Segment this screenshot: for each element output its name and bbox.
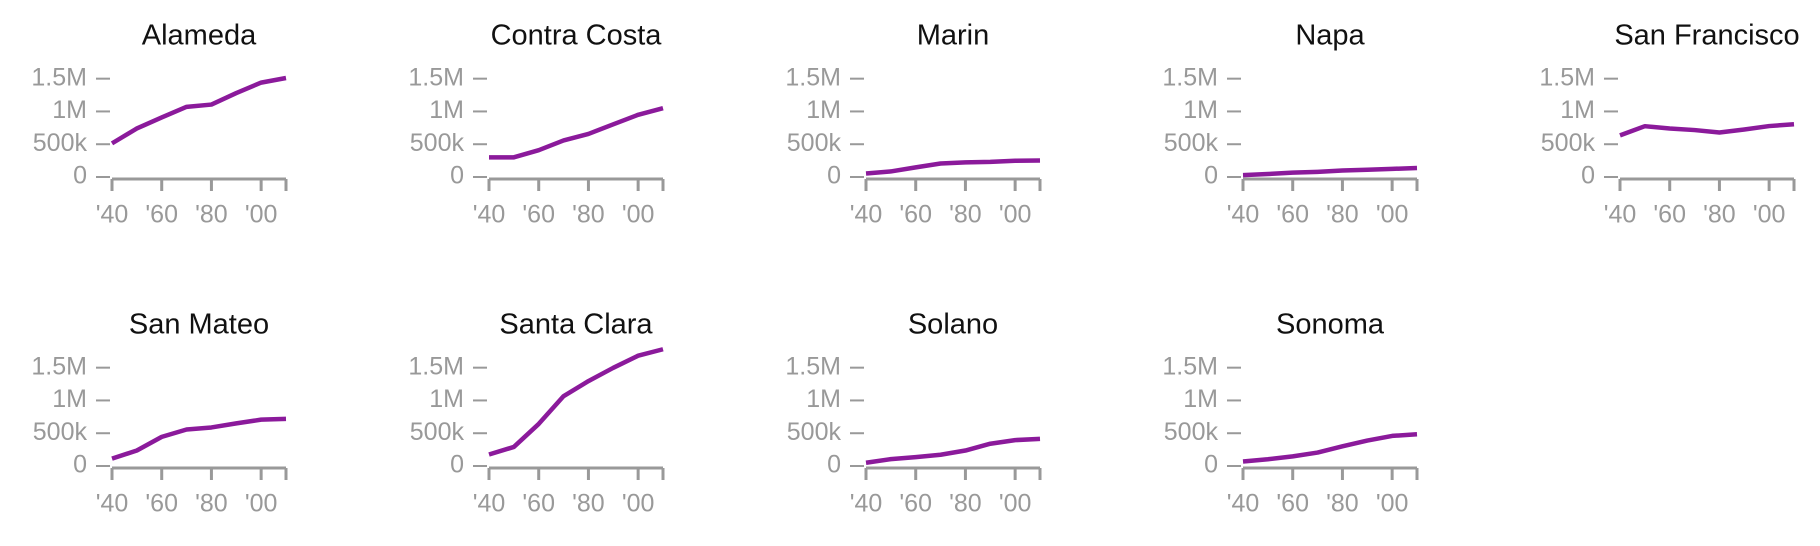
x-tick-label: '60 xyxy=(1276,490,1309,518)
x-tick-label: '60 xyxy=(145,490,178,518)
x-tick-label: '40 xyxy=(1604,201,1637,229)
data-line xyxy=(865,436,1041,466)
x-tick-label: '40 xyxy=(1227,490,1260,518)
x-tick-label: '80 xyxy=(572,201,605,229)
x-tick-label: '80 xyxy=(195,490,228,518)
x-tick-label: '00 xyxy=(245,490,278,518)
x-tick-label: '80 xyxy=(949,201,982,229)
x-tick-label: '60 xyxy=(1653,201,1686,229)
y-tick-label: 1.5M xyxy=(408,352,464,380)
x-tick-label: '40 xyxy=(473,490,506,518)
x-tick-label: '40 xyxy=(850,201,883,229)
chart-title: Contra Costa xyxy=(491,20,663,52)
x-tick-label: '40 xyxy=(96,201,129,229)
data-line xyxy=(1619,121,1795,138)
y-tick-label: 1M xyxy=(1183,96,1218,124)
y-tick-label: 0 xyxy=(1204,451,1218,479)
y-tick-label: 0 xyxy=(73,451,87,479)
chart-title: San Francisco xyxy=(1614,20,1799,52)
y-tick-label: 500k xyxy=(33,129,88,157)
x-tick-label: '00 xyxy=(999,490,1032,518)
y-tick-label: 1M xyxy=(806,385,841,413)
x-tick-label: '00 xyxy=(1753,201,1786,229)
x-tick-label: '40 xyxy=(96,490,129,518)
y-tick-label: 0 xyxy=(1204,162,1218,190)
y-tick-label: 1M xyxy=(1560,96,1595,124)
y-tick-label: 1M xyxy=(429,96,464,124)
chart-title: Alameda xyxy=(142,20,257,52)
y-tick-label: 500k xyxy=(410,418,465,446)
y-tick-label: 0 xyxy=(73,162,87,190)
y-tick-label: 0 xyxy=(827,451,841,479)
y-tick-label: 500k xyxy=(787,418,842,446)
y-tick-label: 1M xyxy=(52,96,87,124)
y-tick-label: 500k xyxy=(1541,129,1596,157)
y-tick-label: 1M xyxy=(429,385,464,413)
y-tick-label: 1M xyxy=(806,96,841,124)
data-line xyxy=(1242,432,1418,464)
chart-title: Napa xyxy=(1295,20,1365,52)
y-tick-label: 500k xyxy=(33,418,88,446)
y-tick-label: 0 xyxy=(450,451,464,479)
x-tick-label: '80 xyxy=(1326,201,1359,229)
x-tick-label: '80 xyxy=(1703,201,1736,229)
x-tick-label: '40 xyxy=(473,201,506,229)
y-tick-label: 1.5M xyxy=(31,63,87,91)
x-tick-label: '80 xyxy=(572,490,605,518)
x-tick-label: '40 xyxy=(850,490,883,518)
x-tick-label: '00 xyxy=(1376,201,1409,229)
y-tick-label: 1.5M xyxy=(1539,63,1595,91)
x-tick-label: '40 xyxy=(1227,201,1260,229)
x-tick-label: '60 xyxy=(145,201,178,229)
y-tick-label: 1.5M xyxy=(785,352,841,380)
y-tick-label: 1.5M xyxy=(785,63,841,91)
y-tick-label: 500k xyxy=(1164,129,1219,157)
x-tick-label: '00 xyxy=(1376,490,1409,518)
data-line xyxy=(865,158,1041,176)
data-line xyxy=(110,75,287,146)
x-tick-label: '80 xyxy=(1326,490,1359,518)
chart-title: San Mateo xyxy=(129,309,269,341)
y-tick-label: 1M xyxy=(52,385,87,413)
data-line xyxy=(111,416,287,461)
x-tick-label: '60 xyxy=(522,201,555,229)
y-tick-label: 0 xyxy=(827,162,841,190)
x-tick-label: '60 xyxy=(1276,201,1309,229)
chart-title: Marin xyxy=(917,20,990,52)
x-tick-label: '80 xyxy=(949,490,982,518)
chart-title: Solano xyxy=(908,309,998,341)
y-tick-label: 500k xyxy=(410,129,465,157)
x-tick-label: '00 xyxy=(999,201,1032,229)
y-tick-label: 1.5M xyxy=(408,63,464,91)
data-line xyxy=(1242,165,1418,178)
x-tick-label: '60 xyxy=(899,201,932,229)
y-tick-label: 1.5M xyxy=(1162,352,1218,380)
x-tick-label: '00 xyxy=(622,490,655,518)
chart-title: Sonoma xyxy=(1276,309,1385,341)
chart-title: Santa Clara xyxy=(499,309,653,341)
data-line xyxy=(489,105,664,160)
x-tick-label: '60 xyxy=(899,490,932,518)
y-tick-label: 1.5M xyxy=(31,352,87,380)
y-tick-label: 500k xyxy=(1164,418,1219,446)
y-tick-label: 0 xyxy=(450,162,464,190)
x-tick-label: '00 xyxy=(622,201,655,229)
y-tick-label: 0 xyxy=(1581,162,1595,190)
data-line xyxy=(488,347,664,457)
x-tick-label: '00 xyxy=(245,201,278,229)
x-tick-label: '60 xyxy=(522,490,555,518)
y-tick-label: 1M xyxy=(1183,385,1218,413)
x-tick-label: '80 xyxy=(195,201,228,229)
y-tick-label: 1.5M xyxy=(1162,63,1218,91)
y-tick-label: 500k xyxy=(787,129,842,157)
